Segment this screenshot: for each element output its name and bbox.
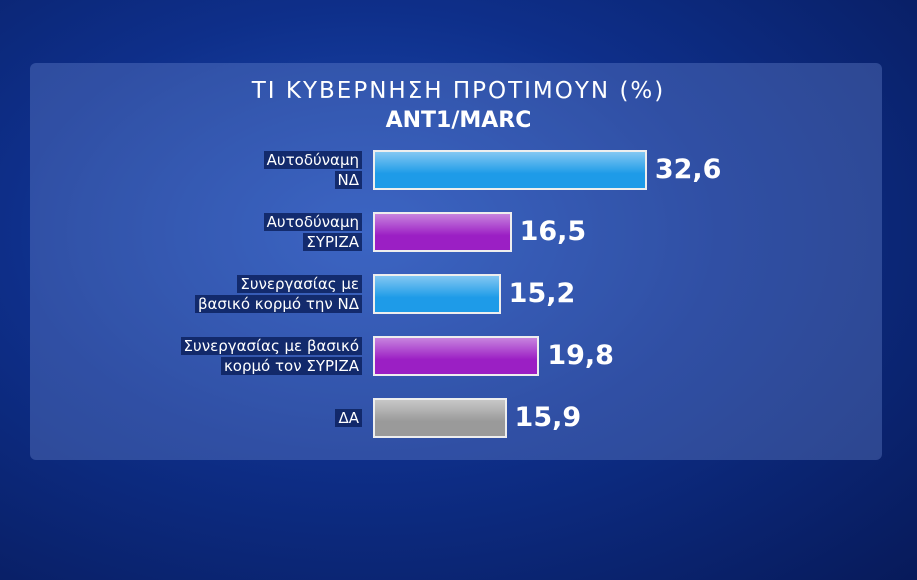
bar <box>373 274 501 314</box>
category-label: Αυτοδύναμη ΣΥΡΙΖΑ <box>122 212 362 252</box>
category-label: Συνεργασίας με βασικό κορμό τον ΣΥΡΙΖΑ <box>122 336 362 376</box>
category-text: ΔΑ <box>335 409 362 427</box>
bar <box>373 212 512 252</box>
category-label: Αυτοδύναμη ΝΔ <box>122 150 362 190</box>
category-text: Αυτοδύναμη ΝΔ <box>263 151 362 189</box>
value-label: 32,6 <box>654 154 722 185</box>
category-text: Αυτοδύναμη ΣΥΡΙΖΑ <box>263 213 362 251</box>
category-label: Συνεργασίας με βασικό κορμό την ΝΔ <box>122 274 362 314</box>
chart-title: ΤΙ ΚΥΒΕΡΝΗΣΗ ΠΡΟΤΙΜΟΥΝ (%) <box>251 78 666 104</box>
value-label: 15,9 <box>514 402 582 433</box>
category-label: ΔΑ <box>122 408 362 428</box>
value-label: 19,8 <box>547 340 614 371</box>
chart-subtitle: ANT1/MARC <box>385 108 532 133</box>
value-label: 15,2 <box>508 278 576 309</box>
bar <box>373 398 507 438</box>
category-text: Συνεργασίας με βασικό κορμό τον ΣΥΡΙΖΑ <box>180 337 362 375</box>
category-text: Συνεργασίας με βασικό κορμό την ΝΔ <box>194 275 362 313</box>
bar <box>373 150 647 190</box>
value-label: 16,5 <box>519 216 587 247</box>
panel <box>30 63 882 460</box>
bar <box>373 336 540 376</box>
